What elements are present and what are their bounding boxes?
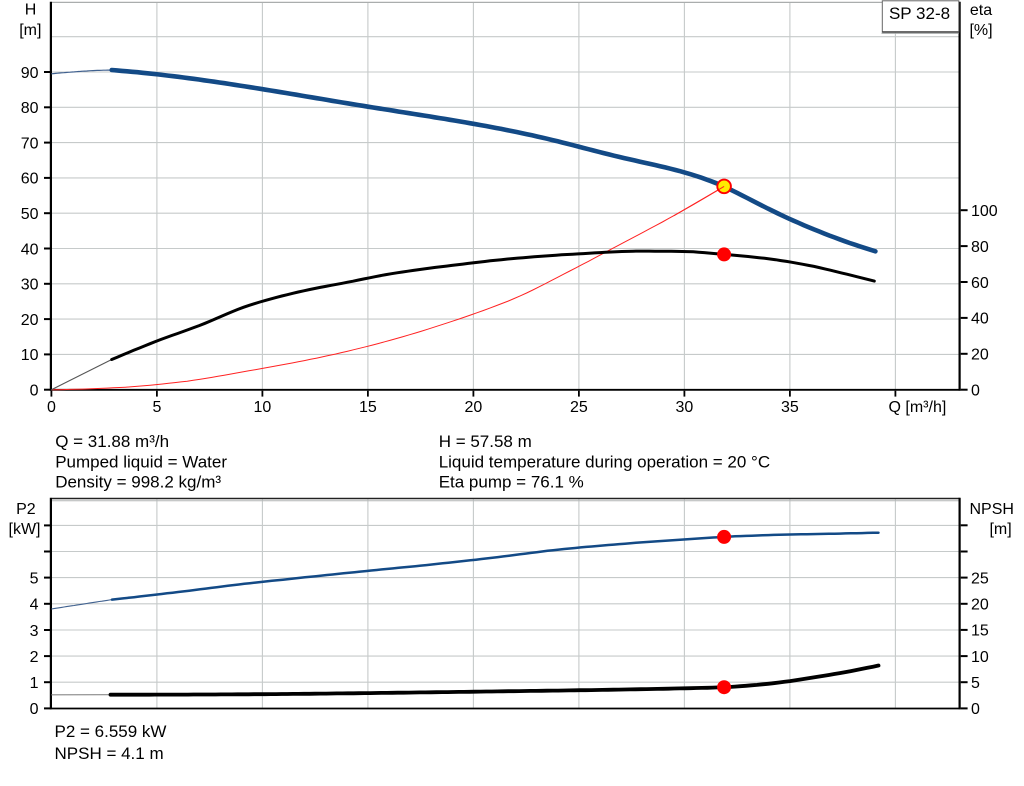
svg-text:H: H xyxy=(25,2,37,19)
svg-text:20: 20 xyxy=(971,347,989,364)
svg-text:4: 4 xyxy=(30,597,39,614)
svg-text:P2: P2 xyxy=(16,501,36,518)
svg-text:10: 10 xyxy=(971,649,989,666)
svg-text:Pumped liquid = Water: Pumped liquid = Water xyxy=(55,452,227,471)
svg-text:100: 100 xyxy=(971,203,998,220)
svg-text:80: 80 xyxy=(971,239,989,256)
svg-text:90: 90 xyxy=(21,65,39,82)
svg-text:0: 0 xyxy=(47,399,56,416)
svg-text:[%]: [%] xyxy=(969,22,992,39)
svg-text:[m]: [m] xyxy=(989,521,1011,538)
svg-text:10: 10 xyxy=(254,399,272,416)
svg-text:30: 30 xyxy=(676,399,694,416)
svg-text:80: 80 xyxy=(21,100,39,117)
svg-text:70: 70 xyxy=(21,135,39,152)
svg-text:60: 60 xyxy=(21,171,39,188)
svg-text:20: 20 xyxy=(21,312,39,329)
svg-text:25: 25 xyxy=(570,399,588,416)
svg-text:0: 0 xyxy=(30,383,39,400)
svg-text:20: 20 xyxy=(465,399,483,416)
svg-text:25: 25 xyxy=(971,570,989,587)
svg-text:15: 15 xyxy=(359,399,377,416)
svg-text:5: 5 xyxy=(152,399,161,416)
svg-text:NPSH: NPSH xyxy=(969,501,1013,518)
svg-text:Liquid temperature during oper: Liquid temperature during operation = 20… xyxy=(439,452,770,471)
svg-text:30: 30 xyxy=(21,277,39,294)
svg-text:P2 = 6.559 kW: P2 = 6.559 kW xyxy=(55,722,167,741)
svg-text:2: 2 xyxy=(30,649,39,666)
svg-text:15: 15 xyxy=(971,623,989,640)
svg-text:20: 20 xyxy=(971,597,989,614)
svg-text:[m]: [m] xyxy=(19,22,41,39)
svg-text:40: 40 xyxy=(21,241,39,258)
svg-text:H = 57.58 m: H = 57.58 m xyxy=(439,432,532,451)
svg-text:NPSH = 4.1 m: NPSH = 4.1 m xyxy=(55,744,164,763)
svg-text:Density = 998.2 kg/m³: Density = 998.2 kg/m³ xyxy=(55,473,221,492)
svg-text:1: 1 xyxy=(30,675,39,692)
svg-text:Q [m³/h]: Q [m³/h] xyxy=(889,399,947,416)
svg-text:40: 40 xyxy=(971,311,989,328)
svg-text:Q = 31.88 m³/h: Q = 31.88 m³/h xyxy=(55,432,169,451)
svg-text:Eta pump = 76.1 %: Eta pump = 76.1 % xyxy=(439,473,584,492)
svg-text:eta: eta xyxy=(970,2,992,19)
svg-text:3: 3 xyxy=(30,623,39,640)
svg-text:35: 35 xyxy=(781,399,799,416)
svg-text:10: 10 xyxy=(21,347,39,364)
svg-text:0: 0 xyxy=(30,701,39,718)
svg-text:5: 5 xyxy=(971,675,980,692)
svg-text:50: 50 xyxy=(21,206,39,223)
svg-text:SP 32-8: SP 32-8 xyxy=(889,4,950,23)
svg-text:5: 5 xyxy=(30,570,39,587)
svg-text:0: 0 xyxy=(971,383,980,400)
svg-text:60: 60 xyxy=(971,275,989,292)
svg-text:[kW]: [kW] xyxy=(9,521,41,538)
svg-text:0: 0 xyxy=(971,701,980,718)
